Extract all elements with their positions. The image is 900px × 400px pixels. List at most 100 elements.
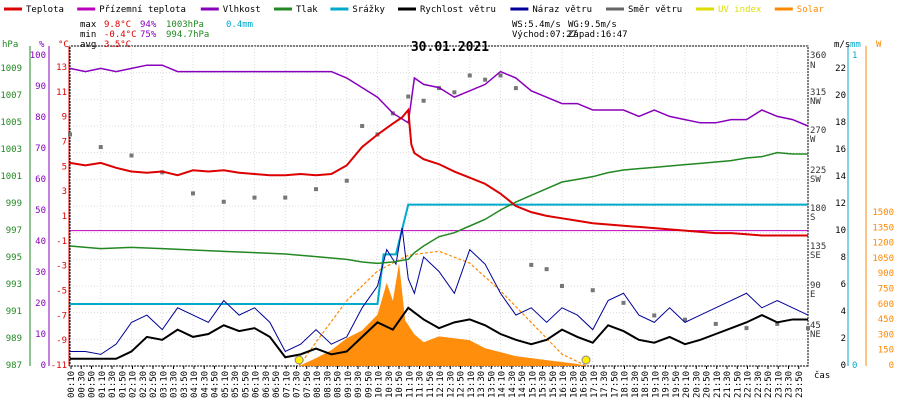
- tick-dir: NE: [810, 330, 821, 340]
- legend-label: Přízemní teplota: [99, 5, 186, 15]
- x-tick-label: 19:10: [651, 371, 661, 398]
- x-axis: 00:10 00:30 00:50 01:10 01:30 01:50 02:10 02:30…: [67, 366, 805, 398]
- sunrise-marker: [294, 355, 304, 365]
- wind-direction-point: [98, 145, 103, 150]
- x-tick-label: 16:50: [580, 371, 590, 398]
- tick-hum: 100: [30, 51, 46, 61]
- tick-dir: 45: [810, 321, 821, 331]
- legend-label: Tlak: [296, 5, 318, 15]
- tick-ms: 2: [841, 334, 846, 344]
- tick-temp: 11: [56, 88, 67, 98]
- tick-ms: 20: [835, 91, 846, 101]
- series-humidity: [69, 64, 809, 127]
- x-tick-label: 17:30: [600, 371, 610, 398]
- x-tick-label: 12:50: [457, 371, 467, 398]
- x-tick-label: 18:30: [631, 371, 641, 398]
- tick-hpa: 1003: [0, 145, 22, 155]
- x-tick-label: 11:10: [405, 371, 415, 398]
- wind-direction-point: [344, 178, 349, 183]
- tick-mm: 1: [852, 51, 857, 61]
- x-tick-label: 05:30: [231, 371, 241, 398]
- x-tick-label: 20:50: [703, 371, 713, 398]
- x-tick-label: 11:30: [416, 371, 426, 398]
- x-tick-label: 09:30: [354, 371, 364, 398]
- x-tick-label: 06:30: [262, 371, 272, 398]
- x-tick-label: 01:50: [118, 371, 128, 398]
- x-tick-label: 15:10: [528, 371, 538, 398]
- x-tick-label: 12:30: [446, 371, 456, 398]
- x-tick-label: 00:30: [77, 371, 87, 398]
- x-tick-label: 11:50: [426, 371, 436, 398]
- tick-dir: SW: [810, 175, 821, 185]
- stat-max-label: max: [80, 20, 97, 30]
- wind-direction-point: [314, 187, 318, 192]
- tick-w: 450: [878, 315, 894, 325]
- axis-unit-hum: %: [39, 40, 45, 50]
- tick-temp: -9: [56, 336, 67, 346]
- wind-direction-point: [529, 262, 534, 267]
- tick-temp: -11: [51, 361, 67, 371]
- tick-dir: 225: [810, 166, 826, 176]
- x-tick-label: 04:30: [200, 371, 210, 398]
- tick-ms: 16: [835, 145, 846, 155]
- tick-dir: 360: [810, 51, 826, 61]
- legend-label: Směr větru: [628, 5, 682, 15]
- stats-block: max 9.8°C 94% 1003hPa 0.4mm min -0.4°C 7…: [80, 20, 253, 50]
- series-solar: [299, 263, 587, 366]
- stat-min-press: 994.7hPa: [166, 30, 209, 40]
- x-tick-label: 23:10: [774, 371, 784, 398]
- x-tick-label: 09:50: [364, 371, 374, 398]
- tick-w: 0: [889, 361, 894, 371]
- tick-ms: 10: [835, 226, 846, 236]
- grid: [69, 45, 809, 367]
- tick-hpa: 999: [6, 199, 22, 209]
- x-tick-label: 02:30: [139, 371, 149, 398]
- tick-w: 900: [878, 269, 894, 279]
- tick-temp: -1: [56, 237, 67, 247]
- wind-direction-point: [221, 199, 226, 204]
- x-tick-label: 01:30: [108, 371, 118, 398]
- tick-w: 1500: [872, 208, 894, 218]
- wind-direction-point: [483, 77, 488, 82]
- sunset-info: Západ:16:47: [568, 30, 628, 40]
- wind-gust-info: WG:9.5m/s: [568, 20, 617, 30]
- stat-min-hum: 75%: [140, 30, 157, 40]
- axis-units: hPa % °C m/s mm W čas: [2, 40, 882, 381]
- tick-hpa: 1007: [0, 91, 22, 101]
- tick-ms: 12: [835, 199, 846, 209]
- tick-temp: -3: [56, 262, 67, 272]
- x-tick-label: 10:10: [375, 371, 385, 398]
- wind-direction-point: [621, 300, 626, 305]
- tick-ms: 14: [835, 172, 846, 182]
- tick-dir: 135: [810, 242, 826, 252]
- tick-hpa: 1005: [0, 118, 22, 128]
- stat-max-temp: 9.8°C: [104, 20, 131, 30]
- x-tick-label: 23:50: [795, 371, 805, 398]
- x-tick-label: 00:10: [67, 371, 77, 398]
- wind-direction-point: [467, 73, 472, 78]
- x-tick-label: 15:50: [549, 371, 559, 398]
- tick-temp: 7: [62, 138, 67, 148]
- tick-hum: 40: [35, 237, 46, 247]
- tick-hum: 10: [35, 330, 46, 340]
- stat-max-hum: 94%: [140, 20, 157, 30]
- x-tick-label: 21:10: [713, 371, 723, 398]
- x-tick-label: 04:10: [190, 371, 200, 398]
- legend-label: Náraz větru: [532, 5, 592, 15]
- wind-direction-point: [590, 288, 595, 293]
- wind-direction-point: [498, 73, 503, 78]
- tick-temp: 9: [62, 113, 67, 123]
- wind-direction-point: [806, 326, 810, 331]
- legend-label: Vlhkost: [223, 5, 261, 15]
- axis-unit-w: W: [876, 40, 882, 50]
- wind-direction-point: [513, 86, 518, 91]
- x-tick-label: 13:30: [477, 371, 487, 398]
- x-tick-label: 16:10: [559, 371, 569, 398]
- stat-avg-label: avg: [80, 40, 96, 50]
- legend-label: UV index: [718, 5, 762, 15]
- tick-dir: 180: [810, 204, 826, 214]
- x-tick-label: 03:10: [159, 371, 169, 398]
- wind-direction-point: [406, 94, 411, 99]
- x-tick-label: 19:50: [672, 371, 682, 398]
